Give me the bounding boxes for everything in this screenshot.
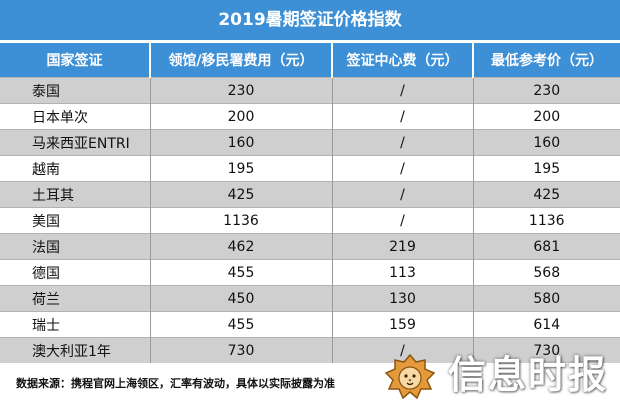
cell-consulate-fee: 455 [149, 259, 332, 286]
column-header-country: 国家签证 [0, 43, 150, 78]
page-title: 2019暑期签证价格指数 [0, 0, 620, 40]
cell-min-price: 230 [472, 77, 620, 104]
cell-min-price: 730 [472, 337, 620, 363]
cell-min-price: 1136 [472, 207, 620, 234]
table-row: 法国 462 219 681 [0, 233, 620, 260]
cell-country: 马来西亚ENTRI [0, 129, 150, 156]
cell-country: 荷兰 [0, 285, 150, 312]
cell-visa-center-fee: / [331, 129, 473, 156]
cell-visa-center-fee: / [331, 77, 473, 104]
table-row: 美国 1136/1136 [0, 207, 620, 234]
table-row: 马来西亚ENTRI 160/160 [0, 129, 620, 156]
cell-country: 日本单次 [0, 103, 150, 130]
cell-consulate-fee: 450 [149, 285, 332, 312]
cell-visa-center-fee: 159 [331, 311, 473, 338]
table-row: 泰国 230/230 [0, 77, 620, 104]
cell-visa-center-fee: / [331, 337, 473, 363]
table-row: 荷兰 450 130 580 [0, 285, 620, 312]
column-header-min-price: 最低参考价（元） [472, 43, 620, 78]
table-row: 越南 195/195 [0, 155, 620, 182]
table-row: 德国 455 113 568 [0, 259, 620, 286]
cell-visa-center-fee: 113 [331, 259, 473, 286]
newspaper-watermark: 信息时报 [448, 353, 609, 397]
table-header-row: 国家签证 领馆/移民署费用（元） 签证中心费（元） 最低参考价（元） [0, 43, 620, 78]
lion-mascot-icon [384, 353, 436, 400]
table-row: 澳大利亚1年 730/730 [0, 337, 620, 363]
cell-min-price: 614 [472, 311, 620, 338]
cell-min-price: 195 [472, 155, 620, 182]
cell-visa-center-fee: 219 [331, 233, 473, 260]
cell-consulate-fee: 200 [149, 103, 332, 130]
cell-consulate-fee: 455 [149, 311, 332, 338]
cell-min-price: 568 [472, 259, 620, 286]
cell-country: 美国 [0, 207, 150, 234]
cell-visa-center-fee: 130 [331, 285, 473, 312]
table-row: 瑞士 455 159 614 [0, 311, 620, 338]
cell-country: 泰国 [0, 77, 150, 104]
cell-visa-center-fee: / [331, 207, 473, 234]
cell-country: 瑞士 [0, 311, 150, 338]
column-header-visa-center-fee: 签证中心费（元） [331, 43, 473, 78]
table-row: 土耳其 425/425 [0, 181, 620, 208]
cell-consulate-fee: 230 [149, 77, 332, 104]
column-header-consulate-fee: 领馆/移民署费用（元） [149, 43, 332, 78]
visa-price-table: 国家签证 领馆/移民署费用（元） 签证中心费（元） 最低参考价（元） 泰国 230… [0, 43, 620, 363]
cell-country: 澳大利亚1年 [0, 337, 150, 363]
cell-visa-center-fee: / [331, 103, 473, 130]
cell-min-price: 200 [472, 103, 620, 130]
cell-consulate-fee: 195 [149, 155, 332, 182]
cell-country: 越南 [0, 155, 150, 182]
cell-visa-center-fee: / [331, 155, 473, 182]
cell-consulate-fee: 160 [149, 129, 332, 156]
table-body: 泰国 230/230 日本单次 200/200 马来西亚ENTRI 160/160 越南 19… [0, 77, 620, 363]
cell-min-price: 681 [472, 233, 620, 260]
cell-country: 土耳其 [0, 181, 150, 208]
table-row: 日本单次 200/200 [0, 103, 620, 130]
cell-consulate-fee: 462 [149, 233, 332, 260]
cell-min-price: 160 [472, 129, 620, 156]
cell-min-price: 425 [472, 181, 620, 208]
cell-consulate-fee: 730 [149, 337, 332, 363]
cell-country: 德国 [0, 259, 150, 286]
cell-consulate-fee: 1136 [149, 207, 332, 234]
cell-visa-center-fee: / [331, 181, 473, 208]
cell-country: 法国 [0, 233, 150, 260]
cell-consulate-fee: 425 [149, 181, 332, 208]
data-source-footnote: 数据来源：携程官网上海领区，汇率有波动，具体以实际披露为准 [16, 377, 335, 390]
cell-min-price: 580 [472, 285, 620, 312]
